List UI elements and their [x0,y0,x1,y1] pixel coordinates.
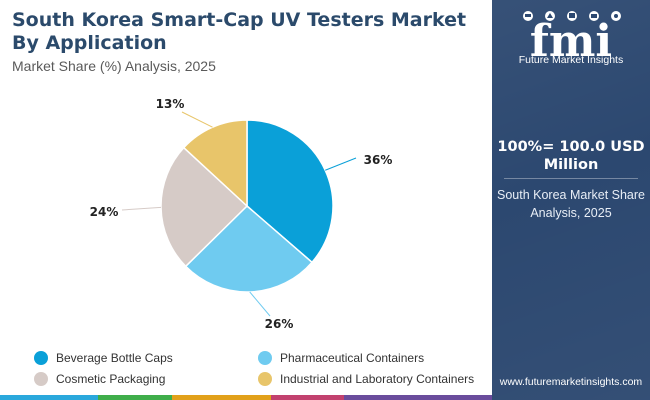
pie-slice-beverage-bottle-caps [246,119,334,264]
stat-divider [504,178,638,179]
pie-data-label: 13% [156,97,185,111]
side-panel: fmi Future Market Insights 100%= 100.0 U… [492,0,650,400]
brand-bar-segment [98,395,173,400]
brand-bar-segment [270,395,345,400]
pie-data-label: 26% [265,317,294,331]
pie-data-label: 36% [364,153,393,167]
website-link[interactable]: www.futuremarketinsights.com [499,376,643,388]
pie-chart: 36% 26% 24% 13% [90,97,393,331]
pie-slice-pharmaceutical-containers [184,204,314,293]
leader-line [181,111,213,128]
logo-letters: fmi [530,16,612,67]
market-share-caption: South Korea Market Share Analysis, 2025 [497,188,645,220]
brand-bar-segment [0,395,99,400]
page-title: South Korea Smart-Cap UV Testers Market … [12,9,467,54]
leader-line [121,206,162,211]
fmi-logo-icon: fmi [523,11,621,67]
pie-data-label: 24% [90,205,119,219]
panel-background [492,0,650,400]
leader-line [249,291,271,317]
brand-color-bar [0,395,492,400]
pie-slice-cosmetic-packaging [160,146,249,268]
brand-bar-segment [172,395,271,400]
brand-bar-segment [344,395,492,400]
leader-line [325,157,357,171]
logo-wordmark: Future Market Insights [518,54,624,66]
market-size-stat: 100%= 100.0 USD Million [497,139,645,173]
page-subtitle: Market Share (%) Analysis, 2025 [12,58,216,74]
